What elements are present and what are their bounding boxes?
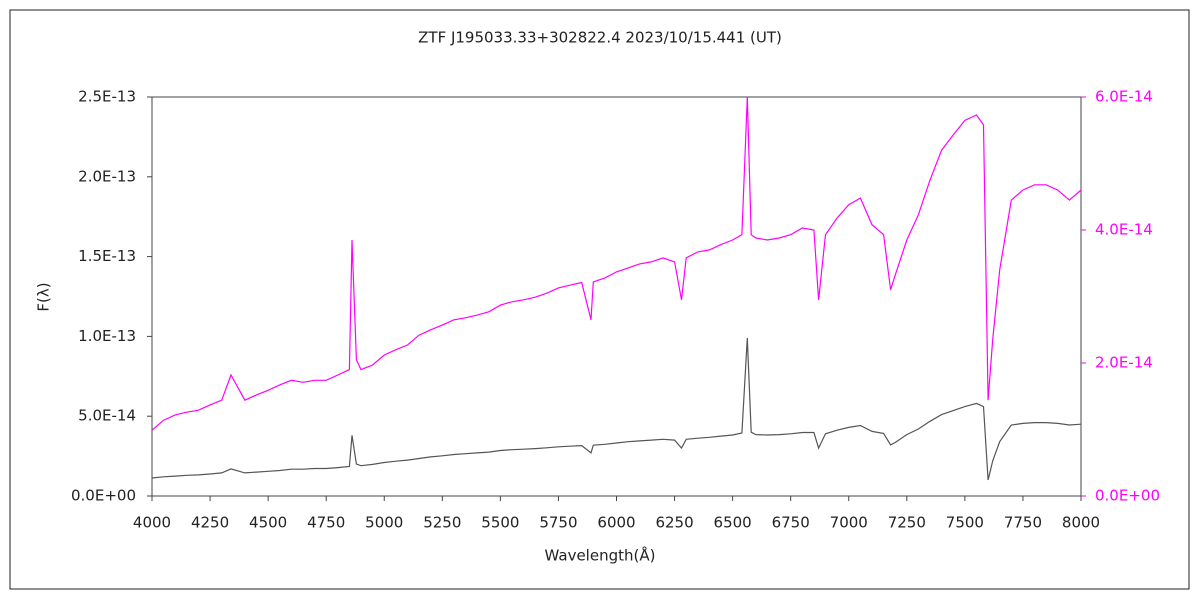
x-tick-label: 7500: [946, 514, 984, 532]
x-tick-label: 4500: [249, 514, 287, 532]
x-tick-label: 6250: [655, 514, 693, 532]
y-tick-label: 1.0E-13: [78, 327, 136, 345]
y-tick-label: 2.5E-13: [78, 88, 136, 106]
x-tick-label: 8000: [1062, 514, 1100, 532]
y2-tick-label: 6.0E-14: [1095, 88, 1153, 106]
x-tick-label: 5000: [365, 514, 403, 532]
plot-area: [151, 96, 1082, 497]
y-tick-label: 0.0E+00: [71, 487, 136, 505]
y2-tick-label: 2.0E-14: [1095, 354, 1153, 372]
x-axis-label: Wavelength(Å): [545, 546, 656, 565]
x-tick-label: 7250: [888, 514, 926, 532]
y-axis-label: F(λ): [35, 282, 53, 311]
x-tick-label: 4000: [133, 514, 171, 532]
y-tick-label: 5.0E-14: [78, 407, 136, 425]
x-tick-label: 5750: [539, 514, 577, 532]
x-tick-label: 7000: [830, 514, 868, 532]
x-tick-label: 6000: [597, 514, 635, 532]
y-tick-label: 1.5E-13: [78, 247, 136, 265]
y2-tick-label: 0.0E+00: [1095, 487, 1160, 505]
x-tick-label: 6750: [772, 514, 810, 532]
x-tick-label: 7750: [1004, 514, 1042, 532]
chart-title: ZTF J195033.33+302822.4 2023/10/15.441 (…: [418, 29, 782, 47]
y-tick-label: 2.0E-13: [78, 167, 136, 185]
x-tick-label: 4750: [307, 514, 345, 532]
frame: [9, 9, 1190, 590]
x-tick-label: 4250: [191, 514, 229, 532]
x-tick-label: 5500: [481, 514, 519, 532]
x-tick-label: 6500: [714, 514, 752, 532]
spectrum-line: [151, 337, 1082, 481]
y2-tick-label: 4.0E-14: [1095, 221, 1153, 239]
x-tick-label: 5250: [423, 514, 461, 532]
spectrum-line: [151, 96, 1082, 431]
